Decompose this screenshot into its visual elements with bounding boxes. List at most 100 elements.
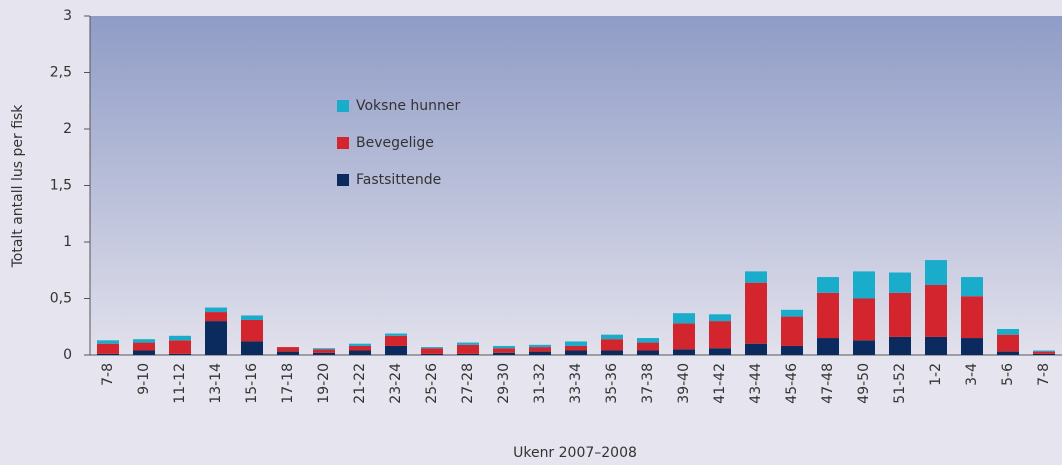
y-axis-title: Totalt antall lus per fisk (10, 104, 26, 269)
bar-segment (817, 338, 839, 355)
bar-segment (781, 309, 803, 317)
bar-segment (565, 341, 587, 346)
plot-area (90, 16, 1062, 355)
bar-segment (889, 272, 911, 293)
bar-segment (637, 342, 659, 351)
bar-segment (997, 351, 1019, 355)
bar-segment (241, 319, 263, 342)
bar-segment (961, 338, 983, 355)
x-tick-label: 27-28 (460, 363, 476, 404)
bar-segment (457, 344, 479, 354)
bar-segment (529, 347, 551, 352)
y-tick-label: 1 (63, 234, 72, 250)
bar-segment (97, 353, 119, 355)
bar-segment (385, 333, 407, 336)
bar-segment (529, 351, 551, 355)
x-tick-label: 45-46 (784, 363, 800, 404)
bar-segment (925, 284, 947, 337)
bar-segment (421, 347, 443, 349)
x-tick-label: 37-38 (640, 363, 656, 404)
bar-segment (817, 277, 839, 293)
bar-segment (385, 345, 407, 355)
bar-segment (421, 353, 443, 355)
bar-segment (745, 343, 767, 355)
legend-swatch (337, 174, 349, 186)
x-axis-title: Ukenr 2007–2008 (513, 445, 637, 461)
bar-segment (601, 350, 623, 355)
y-tick-label: 3 (63, 8, 72, 24)
y-tick-label: 2 (63, 121, 72, 137)
bar-segment (349, 350, 371, 355)
bar-segment (1033, 351, 1055, 354)
bar-segment (529, 344, 551, 348)
x-tick-label: 21-22 (352, 363, 368, 404)
legend-swatch (337, 137, 349, 149)
bar-segment (205, 307, 227, 313)
bar-segment (133, 342, 155, 351)
bar-segment (133, 350, 155, 355)
x-tick-label: 15-16 (244, 363, 260, 404)
bar-segment (493, 348, 515, 353)
x-tick-label: 7-8 (1036, 363, 1052, 386)
x-tick-label: 41-42 (712, 363, 728, 404)
x-tick-label: 33-34 (568, 363, 584, 404)
bar-segment (169, 353, 191, 355)
x-tick-label: 25-26 (424, 363, 440, 404)
x-tick-label: 51-52 (892, 363, 908, 404)
legend-swatch (337, 100, 349, 112)
bar-segment (889, 292, 911, 337)
bar-segment (493, 345, 515, 349)
bar-segment (745, 271, 767, 283)
bar-segment (421, 348, 443, 354)
bar-segment (169, 335, 191, 341)
bar-segment (745, 282, 767, 344)
bar-segment (673, 313, 695, 324)
bar-segment (205, 321, 227, 355)
bar-segment (709, 321, 731, 349)
bar-segment (457, 353, 479, 355)
bar-segment (637, 350, 659, 355)
x-tick-label: 47-48 (820, 363, 836, 404)
x-tick-label: 13-14 (208, 363, 224, 404)
bar-segment (97, 343, 119, 354)
y-tick-label: 2,5 (50, 65, 72, 81)
bar-segment (925, 260, 947, 285)
x-tick-label: 11-12 (172, 363, 188, 404)
bar-segment (97, 340, 119, 344)
bar-segment (1033, 350, 1055, 352)
bar-segment (349, 343, 371, 346)
bar-segment (781, 345, 803, 355)
bar-segment (997, 329, 1019, 335)
bar-segment (853, 298, 875, 341)
bar-segment (997, 334, 1019, 352)
bar-segment (277, 351, 299, 355)
y-tick-label: 1,5 (50, 178, 72, 194)
bar-segment (961, 296, 983, 339)
bar-segment (637, 338, 659, 343)
bar-segment (817, 292, 839, 339)
x-tick-label: 19-20 (316, 363, 332, 404)
bar-segment (385, 335, 407, 346)
bar-segment (1033, 353, 1055, 355)
x-tick-label: 23-24 (388, 363, 404, 404)
bar-segment (673, 323, 695, 350)
x-tick-label: 31-32 (532, 363, 548, 404)
x-tick-label: 39-40 (676, 363, 692, 404)
bar-segment (601, 339, 623, 351)
x-tick-label: 9-10 (136, 363, 152, 395)
x-tick-label: 43-44 (748, 363, 764, 404)
bar-segment (313, 348, 335, 350)
bar-segment (313, 349, 335, 353)
bar-segment (673, 349, 695, 355)
x-tick-label: 29-30 (496, 363, 512, 404)
x-tick-label: 17-18 (280, 363, 296, 404)
bar-segment (853, 271, 875, 299)
x-tick-label: 49-50 (856, 363, 872, 404)
bar-segment (313, 352, 335, 355)
bar-segment (925, 336, 947, 355)
bar-segment (277, 347, 299, 352)
y-tick-label: 0 (63, 347, 72, 363)
bar-segment (241, 315, 263, 320)
bar-segment (457, 342, 479, 345)
